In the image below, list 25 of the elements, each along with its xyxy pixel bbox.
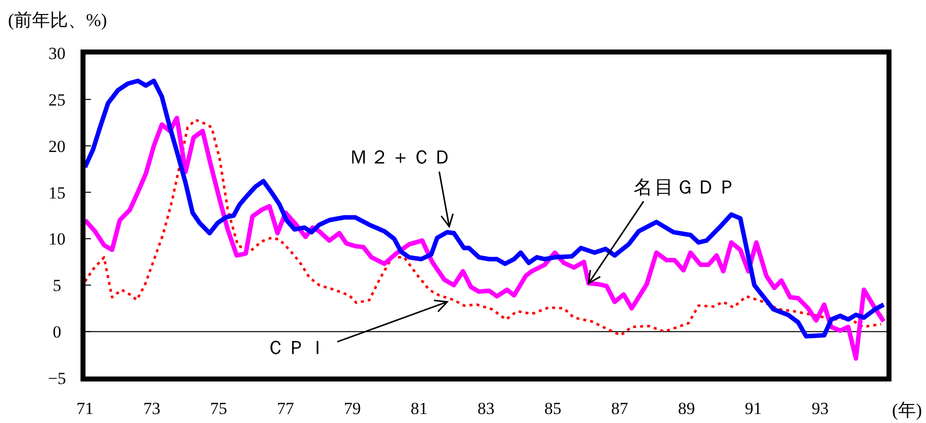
y-tick-label: 10 <box>48 230 66 249</box>
annotation: 名目ＧＤＰ <box>634 177 739 198</box>
y-tick-label: 25 <box>48 90 66 110</box>
x-tick-label: 85 <box>544 399 562 418</box>
y-tick-label: 5 <box>52 276 62 296</box>
x-axis-title: (年) <box>892 400 922 420</box>
annotation: ＣＰＩ <box>266 338 330 359</box>
x-tick-label: 71 <box>76 399 94 418</box>
y-tick-label: 20 <box>48 136 66 156</box>
y-tick-label: −5 <box>48 369 66 388</box>
y-tick-label: 30 <box>48 44 66 63</box>
x-tick-label: 73 <box>143 399 160 418</box>
x-tick-label: 81 <box>410 399 428 418</box>
x-tick-label: 91 <box>744 399 762 418</box>
x-tick-label: 75 <box>210 399 228 418</box>
y-tick-label: 15 <box>48 183 66 202</box>
y-axis-title: (前年比、%) <box>8 10 107 30</box>
x-tick-label: 87 <box>611 399 629 418</box>
x-tick-label: 79 <box>344 399 361 418</box>
x-tick-label: 77 <box>277 399 294 418</box>
x-tick-label: 89 <box>678 399 695 418</box>
x-tick-label: 83 <box>478 399 494 418</box>
x-tick-label: 93 <box>812 399 829 418</box>
y-tick-label: 0 <box>52 322 62 342</box>
annotation: Ｍ２＋ＣＤ <box>349 148 454 169</box>
